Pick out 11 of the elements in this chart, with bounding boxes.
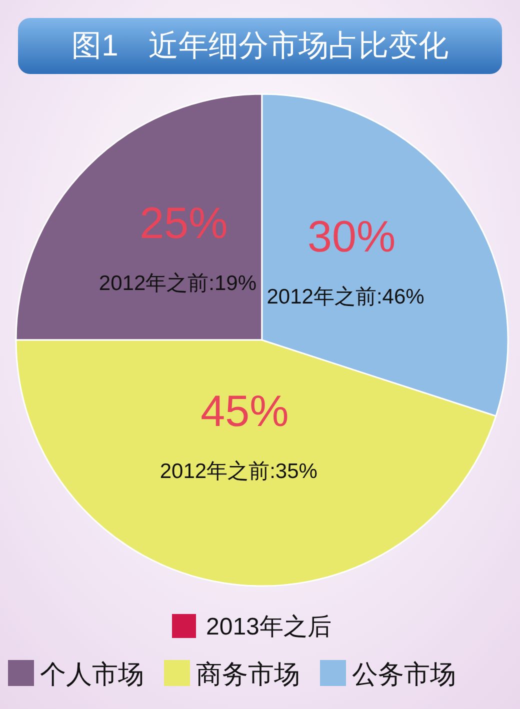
text: 2012年之前:35% <box>160 460 318 483</box>
legend-label: 个人市场 <box>40 659 144 689</box>
chart-title: 图1 近年细分市场占比变化 <box>72 30 448 62</box>
slice-label: 商务市场 <box>196 659 300 689</box>
text: 2012年之前:19% <box>98 272 257 296</box>
legend-title: 2013年之后 <box>206 614 332 640</box>
data-label: 45% <box>200 386 289 436</box>
data-label: 25% <box>140 199 228 248</box>
legend-label: 公务市场 <box>352 659 456 689</box>
text: 2012年之前:46% <box>266 285 424 308</box>
data-label: 30% <box>308 212 396 262</box>
